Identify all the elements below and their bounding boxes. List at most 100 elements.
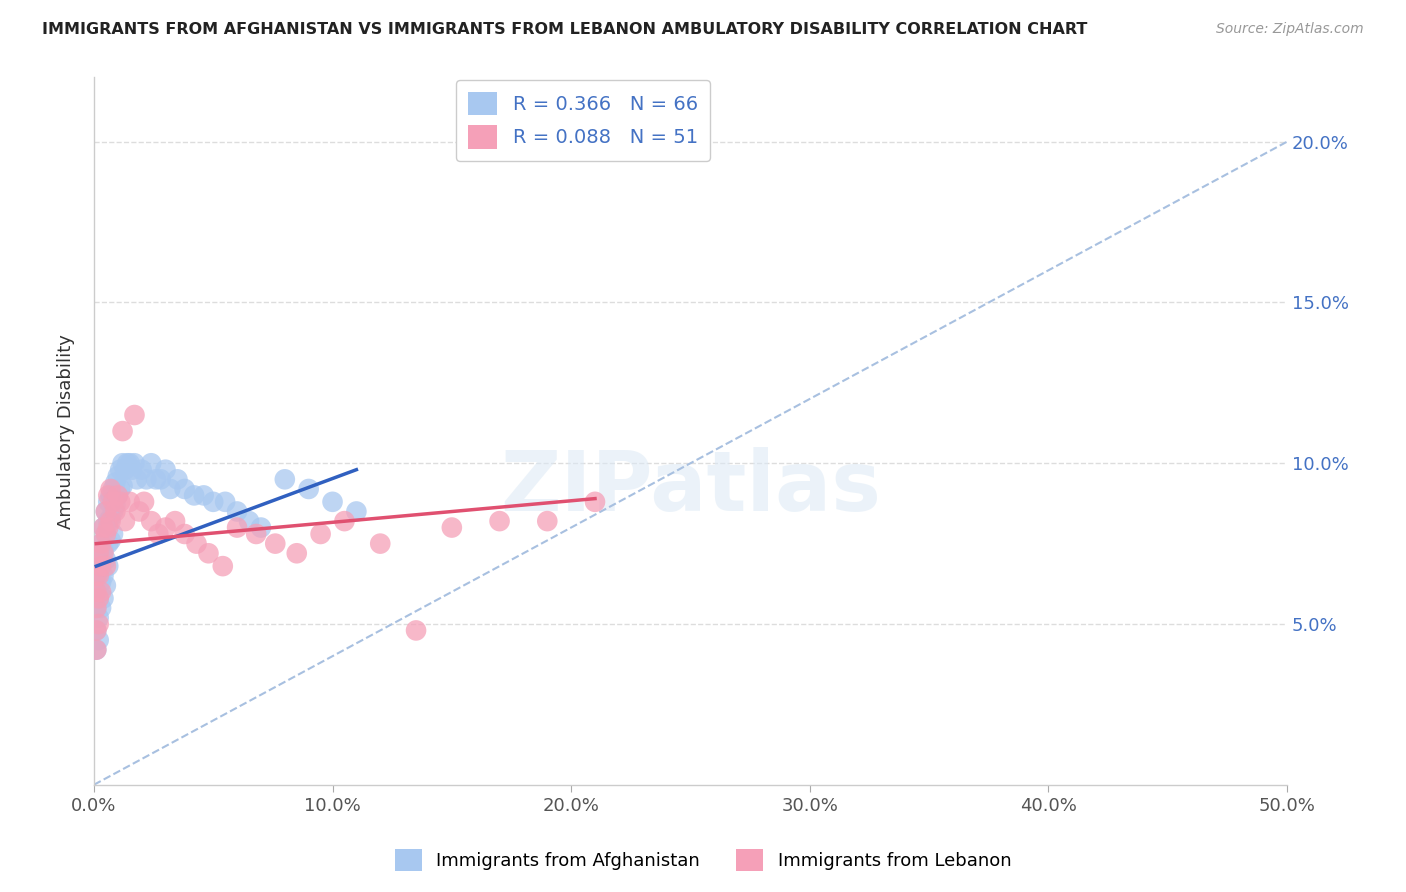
Immigrants from Lebanon [93,520,115,534]
Immigrants from Afghanistan [344,504,367,518]
Immigrants from Lebanon [285,546,308,560]
Immigrants from Afghanistan [159,482,181,496]
Text: ZIPatlas: ZIPatlas [501,447,882,528]
Immigrants from Lebanon [101,495,124,509]
Immigrants from Afghanistan [108,463,131,477]
Immigrants from Afghanistan [149,472,172,486]
Immigrants from Afghanistan [183,488,205,502]
Immigrants from Afghanistan [86,624,108,638]
Immigrants from Lebanon [111,424,134,438]
Immigrants from Afghanistan [87,633,110,648]
Immigrants from Lebanon [132,495,155,509]
Immigrants from Afghanistan [97,495,120,509]
Immigrants from Afghanistan [117,456,139,470]
Immigrants from Afghanistan [93,543,115,558]
Immigrants from Lebanon [118,495,141,509]
Immigrants from Lebanon [186,536,208,550]
Immigrants from Afghanistan [100,533,122,548]
Immigrants from Afghanistan [155,463,177,477]
Immigrants from Lebanon [583,495,606,509]
Immigrants from Afghanistan [86,585,108,599]
Immigrants from Lebanon [488,514,510,528]
Immigrants from Afghanistan [111,456,134,470]
Immigrants from Lebanon [211,559,233,574]
Immigrants from Afghanistan [107,488,129,502]
Immigrants from Afghanistan [101,482,124,496]
Immigrants from Afghanistan [100,488,122,502]
Immigrants from Lebanon [148,527,170,541]
Immigrants from Lebanon [94,527,117,541]
Immigrants from Lebanon [86,601,108,615]
Immigrants from Lebanon [128,504,150,518]
Immigrants from Afghanistan [90,552,112,566]
Immigrants from Lebanon [114,514,136,528]
Immigrants from Afghanistan [135,472,157,486]
Immigrants from Lebanon [90,585,112,599]
Immigrants from Lebanon [440,520,463,534]
Immigrants from Lebanon [86,585,108,599]
Immigrants from Afghanistan [94,504,117,518]
Immigrants from Lebanon [226,520,249,534]
Immigrants from Lebanon [309,527,332,541]
Immigrants from Lebanon [86,624,108,638]
Immigrants from Afghanistan [94,527,117,541]
Immigrants from Lebanon [197,546,219,560]
Immigrants from Lebanon [87,617,110,632]
Immigrants from Afghanistan [125,472,148,486]
Immigrants from Afghanistan [193,488,215,502]
Immigrants from Afghanistan [87,610,110,624]
Immigrants from Afghanistan [238,514,260,528]
Immigrants from Afghanistan [131,463,153,477]
Immigrants from Afghanistan [250,520,273,534]
Text: Source: ZipAtlas.com: Source: ZipAtlas.com [1216,22,1364,37]
Immigrants from Afghanistan [94,578,117,592]
Immigrants from Lebanon [124,408,146,422]
Immigrants from Afghanistan [97,514,120,528]
Immigrants from Afghanistan [97,559,120,574]
Legend: R = 0.366   N = 66, R = 0.088   N = 51: R = 0.366 N = 66, R = 0.088 N = 51 [457,80,710,161]
Immigrants from Afghanistan [101,504,124,518]
Immigrants from Lebanon [333,514,356,528]
Immigrants from Lebanon [90,536,112,550]
Immigrants from Lebanon [536,514,558,528]
Immigrants from Lebanon [87,546,110,560]
Immigrants from Afghanistan [90,575,112,590]
Immigrants from Afghanistan [166,472,188,486]
Immigrants from Lebanon [97,520,120,534]
Immigrants from Lebanon [94,559,117,574]
Immigrants from Afghanistan [90,536,112,550]
Immigrants from Lebanon [264,536,287,550]
Immigrants from Afghanistan [104,498,127,512]
Immigrants from Afghanistan [114,463,136,477]
Immigrants from Afghanistan [214,495,236,509]
Immigrants from Lebanon [86,642,108,657]
Immigrants from Afghanistan [118,456,141,470]
Immigrants from Lebanon [245,527,267,541]
Immigrants from Afghanistan [141,456,163,470]
Immigrants from Lebanon [100,514,122,528]
Immigrants from Afghanistan [87,568,110,582]
Immigrants from Lebanon [93,546,115,560]
Legend: Immigrants from Afghanistan, Immigrants from Lebanon: Immigrants from Afghanistan, Immigrants … [388,842,1018,879]
Immigrants from Afghanistan [93,591,115,606]
Immigrants from Lebanon [86,568,108,582]
Immigrants from Afghanistan [97,536,120,550]
Immigrants from Lebanon [165,514,187,528]
Y-axis label: Ambulatory Disability: Ambulatory Disability [58,334,75,529]
Immigrants from Afghanistan [298,482,321,496]
Immigrants from Afghanistan [173,482,195,496]
Immigrants from Lebanon [173,527,195,541]
Immigrants from Lebanon [155,520,177,534]
Immigrants from Afghanistan [86,568,108,582]
Immigrants from Afghanistan [202,495,225,509]
Immigrants from Lebanon [107,488,129,502]
Immigrants from Afghanistan [111,479,134,493]
Immigrants from Afghanistan [226,504,249,518]
Immigrants from Lebanon [87,568,110,582]
Immigrants from Afghanistan [101,527,124,541]
Immigrants from Afghanistan [108,482,131,496]
Immigrants from Afghanistan [274,472,297,486]
Immigrants from Lebanon [100,482,122,496]
Immigrants from Afghanistan [107,469,129,483]
Immigrants from Afghanistan [100,511,122,525]
